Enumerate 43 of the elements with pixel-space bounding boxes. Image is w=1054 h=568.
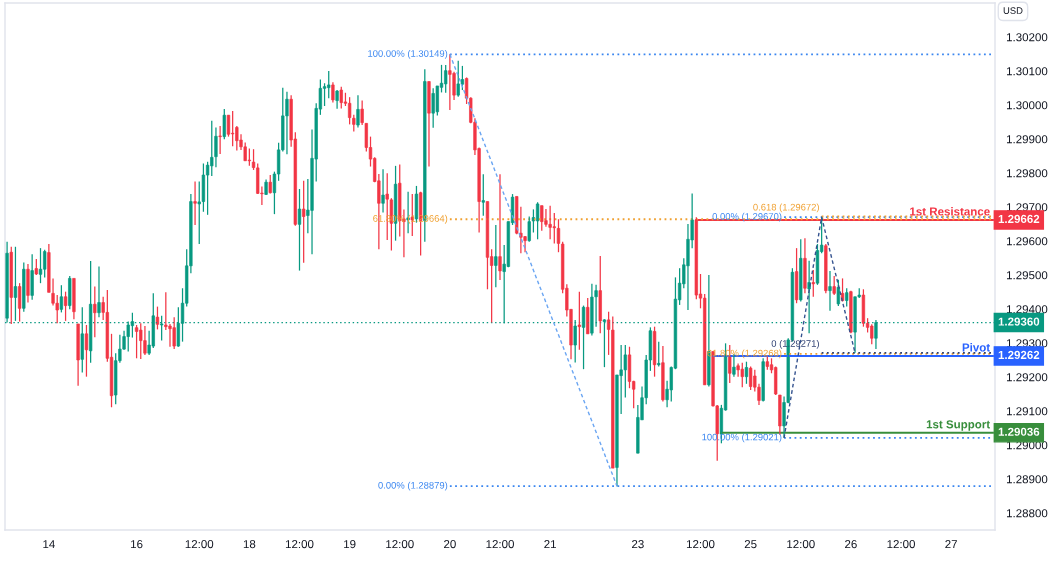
x-tick-label: 12:00 bbox=[285, 540, 314, 549]
y-tick-label: 1.30100 bbox=[1006, 67, 1048, 76]
y-tick-label: 1.29400 bbox=[1006, 305, 1048, 314]
data-label: 1.29662 bbox=[998, 214, 1040, 224]
x-tick-label: 12:00 bbox=[486, 540, 514, 549]
data-label: 1.29262 bbox=[998, 350, 1040, 360]
text: USD bbox=[1003, 7, 1023, 14]
y-tick-label: 1.29200 bbox=[1006, 373, 1048, 382]
y-tick-label: 1.29700 bbox=[1006, 203, 1048, 212]
x-tick-label: 20 bbox=[444, 540, 456, 549]
series-label: 0.618 (1.29672) bbox=[753, 203, 819, 213]
x-tick-label: 12:00 bbox=[686, 540, 715, 549]
x-tick-label: 19 bbox=[344, 540, 356, 549]
x-tick-label: 12:00 bbox=[887, 540, 915, 549]
x-tick-label: 12:00 bbox=[386, 540, 414, 549]
series-label: 1st Resistance bbox=[910, 207, 990, 216]
y-tick-label: 1.29900 bbox=[1006, 135, 1048, 144]
y-tick-label: 1.29100 bbox=[1006, 407, 1048, 416]
x-tick-label: 12:00 bbox=[787, 540, 815, 549]
y-tick-label: 1.28800 bbox=[1006, 509, 1048, 518]
x-tick-label: 14 bbox=[43, 540, 55, 549]
x-tick-label: 12:00 bbox=[185, 540, 214, 549]
y-tick-label: 1.29500 bbox=[1006, 271, 1048, 280]
y-tick-label: 1.29600 bbox=[1006, 237, 1048, 246]
x-tick-label: 21 bbox=[544, 540, 556, 549]
x-tick-label: 16 bbox=[131, 540, 143, 549]
y-tick-label: 1.28900 bbox=[1006, 475, 1048, 484]
y-tick-label: 1.29800 bbox=[1006, 169, 1048, 178]
series-label: 100.00% (1.30149) bbox=[368, 49, 448, 59]
y-tick-label: 1.29300 bbox=[1006, 339, 1048, 348]
y-tick-label: 1.30000 bbox=[1006, 101, 1048, 110]
x-tick-label: 18 bbox=[243, 540, 256, 549]
y-tick-label: 1.29000 bbox=[1006, 441, 1048, 450]
ref-line-label: 1.29360 bbox=[998, 317, 1040, 326]
x-tick-label: 25 bbox=[744, 540, 757, 549]
x-tick-label: 23 bbox=[632, 540, 644, 549]
series-label: 0.00% (1.28879) bbox=[378, 481, 448, 491]
x-tick-label: 27 bbox=[945, 540, 957, 549]
data-label: 1.29036 bbox=[998, 427, 1040, 436]
legend-label: 1st Support bbox=[926, 420, 990, 431]
y-tick-label: 1.30200 bbox=[1006, 33, 1048, 42]
series-label: Pivot bbox=[962, 343, 990, 352]
x-tick-label: 26 bbox=[845, 540, 857, 549]
